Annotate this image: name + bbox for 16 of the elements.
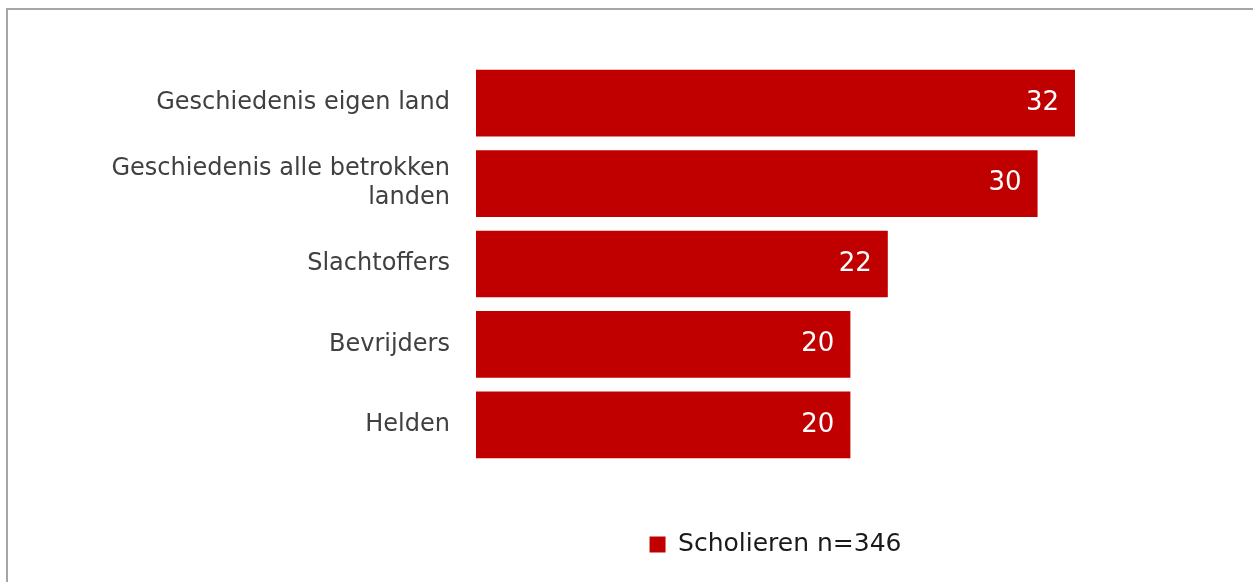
bar xyxy=(476,69,1075,137)
data-label: 30 xyxy=(988,166,1022,197)
data-label: 22 xyxy=(838,246,872,277)
legend-label: Scholieren n=346 xyxy=(678,528,902,557)
y-tick-label: Geschiedenis alle betrokken landen xyxy=(111,153,450,211)
data-label: 20 xyxy=(801,327,835,358)
bar xyxy=(476,311,851,378)
data-label: 32 xyxy=(1025,85,1059,116)
y-tick-label: Geschiedenis eigen land xyxy=(156,87,450,116)
y-tick-label: Helden xyxy=(365,409,450,438)
y-tick-label: Slachtoffers xyxy=(307,248,450,277)
data-label: 20 xyxy=(801,407,835,438)
y-tick-label: Bevrijders xyxy=(328,328,450,357)
bar xyxy=(476,230,888,298)
bar xyxy=(476,391,851,459)
bar xyxy=(476,150,1038,217)
